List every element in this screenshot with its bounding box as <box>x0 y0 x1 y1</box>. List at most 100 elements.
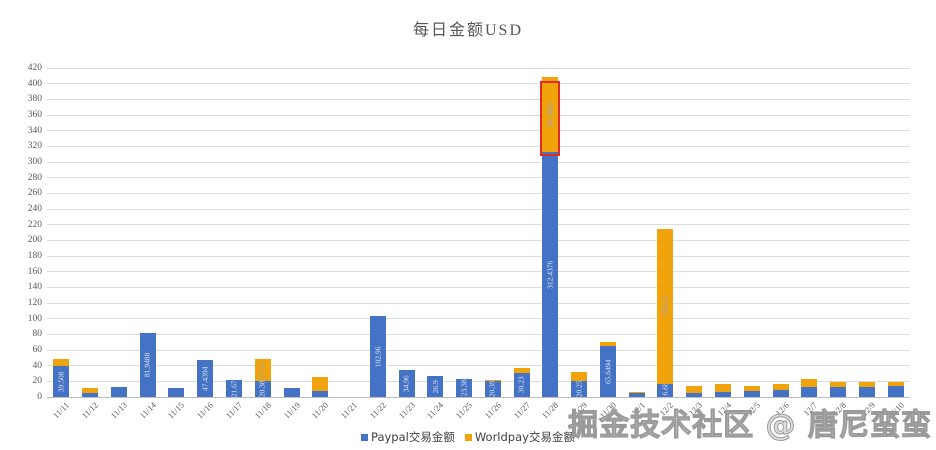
bar-segment-paypal: 20.25 <box>571 381 588 397</box>
bar-segment-paypal: 21.67 <box>225 380 242 397</box>
y-axis-tick-label: 180 <box>27 251 42 261</box>
gridline <box>47 83 910 85</box>
bar-segment-paypal <box>858 387 875 397</box>
bar-segment-worldpay <box>772 384 789 391</box>
bar-segment-worldpay <box>628 391 645 394</box>
bar-segment-worldpay <box>53 359 70 367</box>
bar-value-label: 20.25 <box>574 381 584 397</box>
y-axis-tick-label: 160 <box>27 266 42 277</box>
bar-value-label: 65.6494 <box>603 359 613 384</box>
bar-value-label: 23.38 <box>459 379 469 397</box>
gridline <box>47 239 910 241</box>
bar-segment-paypal: 30.23 <box>513 373 530 397</box>
y-axis-tick-label: 80 <box>32 329 43 340</box>
bar-value-label: 26.9 <box>430 379 440 394</box>
gridline <box>47 161 910 163</box>
gridline <box>47 333 910 335</box>
x-axis-tick-label: 11/20 <box>309 400 331 421</box>
x-axis-tick-label: 11/15 <box>165 400 187 421</box>
bar-segment-worldpay <box>887 382 904 387</box>
y-axis-tick-label: 220 <box>27 219 42 230</box>
bar-segment-worldpay <box>599 342 616 346</box>
bar-segment-worldpay <box>686 386 703 394</box>
y-axis-tick-label: 120 <box>27 298 42 308</box>
x-axis-tick-label: 11/16 <box>194 400 216 421</box>
y-axis-tick-label: 360 <box>27 110 42 120</box>
gridline <box>47 302 910 304</box>
bar-segment-worldpay <box>801 379 818 387</box>
bar-segment-worldpay: 198.31 <box>657 228 674 384</box>
gridline <box>47 114 910 116</box>
bar-segment-worldpay <box>484 379 501 382</box>
gridline <box>47 145 910 147</box>
gridline <box>47 396 910 398</box>
y-axis-tick-label: 60 <box>32 345 43 355</box>
bar-value-label: 27.51 <box>258 361 267 379</box>
gridline <box>47 255 910 257</box>
legend-item-worldpay: Worldpay交易金额 <box>464 429 575 445</box>
y-axis-tick-label: 20 <box>32 376 43 387</box>
bar-segment-paypal <box>82 392 99 397</box>
gridline <box>47 365 910 367</box>
bar-segment-paypal: 47.4394 <box>197 359 214 397</box>
y-axis-tick-label: 240 <box>27 204 42 214</box>
legend-label-paypal: Paypal交易金额 <box>371 430 455 444</box>
bar-segment-paypal: 20.39 <box>484 381 501 397</box>
bar-segment-paypal <box>110 386 127 397</box>
y-axis-tick-label: 0 <box>37 392 42 402</box>
bar-value-label: 39.508 <box>56 371 66 392</box>
bar-value-label: 20.38 <box>258 381 267 397</box>
bar-segment-worldpay <box>715 384 732 392</box>
y-axis-tick-label: 40 <box>32 360 43 371</box>
bar-segment-paypal: 81.9488 <box>139 332 156 397</box>
y-axis-tick-label: 420 <box>27 63 42 73</box>
x-axis-tick-label: 11/14 <box>137 400 158 421</box>
y-axis-tick-label: 320 <box>27 141 42 152</box>
bar-segment-paypal: 34.96 <box>398 369 415 397</box>
gridline <box>47 271 910 273</box>
x-axis-tick-label: 11/11 <box>51 400 72 421</box>
bar-segment-worldpay: 96.3082 <box>542 76 559 153</box>
x-axis-tick-label: 11/28 <box>539 400 561 421</box>
bar-segment-paypal <box>887 386 904 397</box>
bar-segment-paypal <box>283 387 300 397</box>
bar-segment-worldpay <box>743 386 760 392</box>
bar-segment-paypal: 65.6494 <box>599 345 616 397</box>
legend-swatch-paypal-icon <box>361 433 369 441</box>
x-axis-tick-label: 11/18 <box>252 400 273 421</box>
x-axis-tick-label: 11/22 <box>367 400 388 421</box>
chart-title: 每日金额USD <box>412 22 523 39</box>
bar-value-label: 81.9488 <box>142 352 152 378</box>
highlight-box <box>540 80 561 157</box>
bar-segment-paypal <box>801 386 818 397</box>
bar-value-label: 102.96 <box>373 346 383 367</box>
bar-segment-paypal <box>168 387 185 397</box>
x-axis-tick-label: 11/24 <box>424 400 446 421</box>
bar-value-label: 16.68 <box>660 383 670 397</box>
y-axis-tick-label: 100 <box>27 313 42 324</box>
bar-value-label: 198.31 <box>660 295 670 317</box>
y-axis-tick-label: 280 <box>27 172 42 183</box>
gridline <box>47 349 910 351</box>
bar-segment-worldpay <box>82 387 99 393</box>
bar-segment-paypal: 26.9 <box>427 375 444 397</box>
legend-label-worldpay: Worldpay交易金额 <box>474 430 575 444</box>
bar-value-label: 312.4376 <box>545 260 555 289</box>
x-axis-tick-label: 11/27 <box>511 400 532 421</box>
bar-segment-paypal <box>715 391 732 397</box>
gridline <box>47 318 910 320</box>
bar-segment-paypal: 312.4376 <box>542 152 559 397</box>
x-axis-tick-label: 11/23 <box>396 400 417 421</box>
y-axis-tick-label: 380 <box>27 94 42 105</box>
bar-segment-worldpay <box>312 377 329 391</box>
x-axis-tick-label: 11/26 <box>482 400 503 421</box>
bar-value-label: 30.23 <box>516 376 526 394</box>
x-axis-tick-label: 11/13 <box>108 400 129 421</box>
gridline <box>47 224 910 226</box>
gridline <box>47 192 910 194</box>
bar-segment-worldpay: 27.51 <box>254 359 271 382</box>
bar-segment-paypal: 23.38 <box>456 378 473 397</box>
legend-swatch-worldpay-icon <box>464 433 472 441</box>
gridline <box>47 177 910 179</box>
gridline <box>47 286 910 288</box>
